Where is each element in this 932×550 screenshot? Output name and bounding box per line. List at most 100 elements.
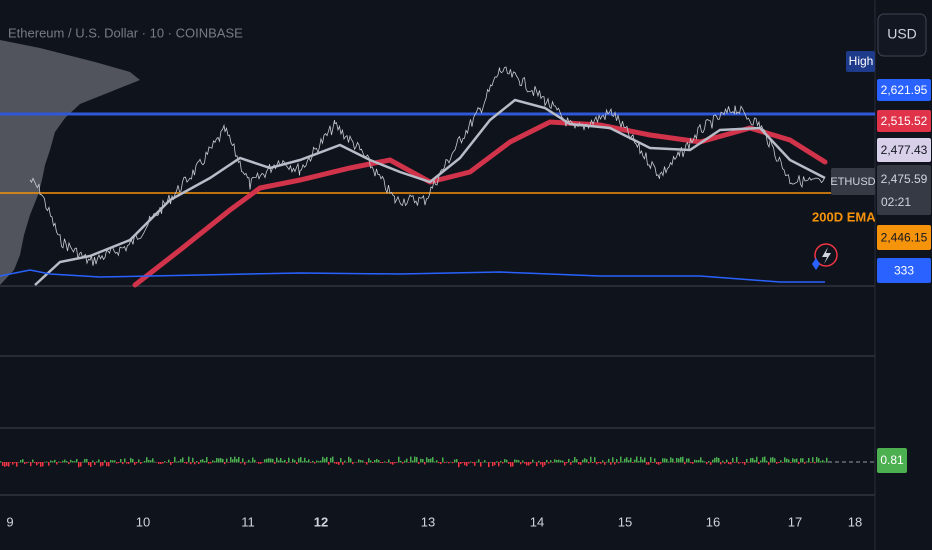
oscillator-bar	[590, 456, 592, 463]
oscillator-bar	[756, 456, 758, 463]
oscillator-bar	[150, 460, 152, 463]
oscillator-bar	[738, 462, 740, 464]
oscillator-bar	[296, 462, 298, 465]
oscillator-bar	[362, 460, 364, 463]
oscillator-bar	[744, 462, 746, 465]
oscillator-bar	[298, 458, 300, 463]
oscillator-bar	[568, 458, 570, 463]
oscillator-bar	[26, 462, 28, 464]
oscillator-bar	[720, 462, 722, 465]
oscillator	[0, 456, 828, 468]
oscillator-bar	[410, 456, 412, 463]
oscillator-bar	[206, 457, 208, 463]
oscillator-bar	[592, 462, 594, 464]
countdown: 02:21	[881, 195, 911, 209]
oscillator-bar	[374, 460, 376, 463]
oscillator-bar	[378, 460, 380, 463]
oscillator-bar	[178, 461, 180, 463]
oscillator-bar	[6, 462, 8, 467]
oscillator-bar	[578, 462, 580, 465]
oscillator-bar	[632, 462, 634, 463]
oscillator-bar	[748, 462, 750, 463]
oscillator-bar	[808, 458, 810, 463]
price-labels: 2,621.95 2,515.52 2,477.43 2,446.15 333	[877, 79, 931, 283]
oscillator-bar	[64, 459, 66, 463]
oscillator-bar	[460, 462, 462, 464]
oscillator-bar	[418, 462, 420, 464]
oscillator-bar	[810, 462, 812, 463]
oscillator-bar	[352, 462, 354, 465]
last-price: 2,475.59	[881, 172, 928, 186]
oscillator-bar	[762, 457, 764, 463]
currency-label: USD	[887, 26, 917, 42]
oscillator-bar	[554, 459, 556, 463]
oscillator-bar	[338, 462, 340, 465]
oscillator-bar	[394, 462, 396, 464]
oscillator-bar	[662, 458, 664, 463]
oscillator-bar	[236, 458, 238, 463]
oscillator-bar	[806, 461, 808, 463]
oscillator-bar	[760, 460, 762, 463]
oscillator-bar	[312, 460, 314, 463]
oscillator-bar	[194, 462, 196, 465]
oscillator-bar	[166, 462, 168, 463]
oscillator-bar	[660, 462, 662, 464]
oscillator-bar	[324, 458, 326, 463]
oscillator-bar	[702, 460, 704, 463]
oscillator-bar	[198, 462, 200, 464]
oscillator-bar	[618, 462, 620, 464]
oscillator-bar	[682, 456, 684, 463]
oscillator-bar	[572, 460, 574, 463]
oscillator-bar	[710, 462, 712, 465]
oscillator-bar	[688, 458, 690, 463]
oscillator-bar	[548, 462, 550, 464]
price-label: 2,621.95	[881, 83, 928, 97]
oscillator-bar	[134, 462, 136, 465]
oscillator-bar	[424, 462, 426, 465]
oscillator-bar	[252, 457, 254, 463]
oscillator-bar	[272, 458, 274, 463]
oscillator-bar	[240, 462, 242, 464]
oscillator-bar	[292, 458, 294, 463]
oscillator-bar	[482, 461, 484, 463]
oscillator-bar	[62, 460, 64, 463]
oscillator-bar	[580, 462, 582, 465]
oscillator-bar	[114, 460, 116, 463]
oscillator-bar	[588, 462, 590, 464]
oscillator-bar	[704, 461, 706, 463]
oscillator-value-box	[877, 448, 907, 473]
oscillator-bar	[648, 462, 650, 465]
oscillator-bar	[158, 462, 160, 464]
oscillator-bar	[286, 462, 288, 464]
oscillator-bar	[518, 460, 520, 463]
oscillator-bar	[734, 462, 736, 463]
currency-button[interactable]	[877, 13, 927, 57]
oscillator-bar	[336, 462, 338, 464]
oscillator-bar	[278, 460, 280, 463]
oscillator-bar	[10, 462, 12, 463]
oscillator-bar	[192, 457, 194, 463]
oscillator-bar	[474, 462, 476, 466]
oscillator-bar	[320, 460, 322, 463]
oscillator-bar	[770, 457, 772, 463]
oscillator-bar	[608, 458, 610, 463]
oscillator-bar	[812, 457, 814, 463]
oscillator-bar	[246, 461, 248, 463]
oscillator-bar	[360, 460, 362, 463]
oscillator-bar	[186, 462, 188, 464]
oscillator-bar	[88, 462, 90, 466]
oscillator-bar	[182, 457, 184, 463]
oscillator-value: 0.81	[880, 453, 904, 467]
oscillator-bar	[818, 458, 820, 463]
oscillator-bar	[644, 457, 646, 463]
oscillator-bar	[270, 458, 272, 463]
oscillator-bar	[694, 459, 696, 463]
oscillator-bar	[472, 462, 474, 464]
event-icon[interactable]	[814, 243, 838, 267]
oscillator-bar	[148, 459, 150, 463]
oscillator-bar	[716, 457, 718, 463]
oscillator-bar	[712, 459, 714, 463]
oscillator-bar	[764, 456, 766, 463]
oscillator-bar	[486, 461, 488, 463]
oscillator-bar	[546, 459, 548, 463]
